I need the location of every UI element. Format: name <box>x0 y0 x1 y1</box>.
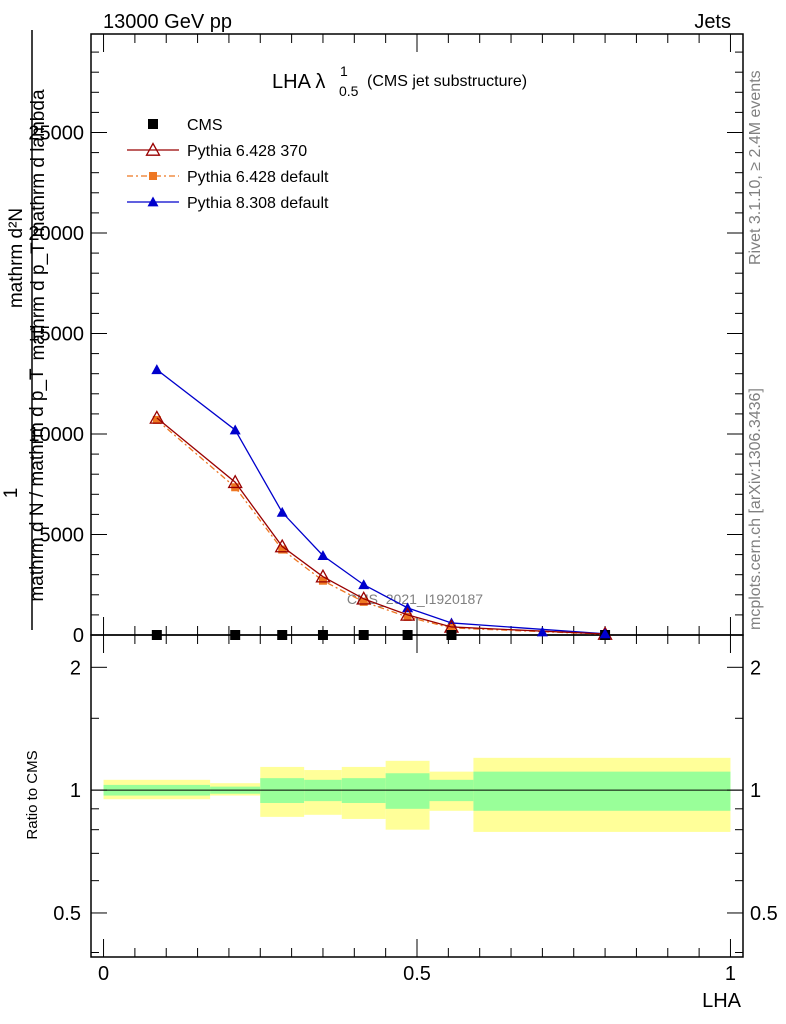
py8-default-point <box>536 626 548 637</box>
py6-370-point <box>399 607 416 621</box>
cms-data-point <box>148 119 158 129</box>
plot-title: LHA λ 1 0.5 (CMS jet substructure) <box>272 63 527 99</box>
series-line-pythia-6-428-default <box>156 419 606 635</box>
ratio-tick-label-right: 1 <box>750 780 761 802</box>
py6-default-point <box>447 623 456 632</box>
py6-370-point <box>315 568 331 583</box>
y-tick-label: 15000 <box>28 323 84 345</box>
py6-370-point <box>149 410 165 424</box>
x-axis-label: LHA <box>702 990 742 1012</box>
series-line-pythia-8-308-default <box>156 369 606 635</box>
ratio-tick-label-right: 2 <box>750 657 761 679</box>
legend-label: Pythia 8.308 default <box>187 195 329 212</box>
energy-label: 13000 GeV pp <box>103 11 232 33</box>
py6-default-point <box>318 576 327 585</box>
plot-title-suffix: (CMS jet substructure) <box>367 73 527 90</box>
py6-default-point <box>149 172 157 180</box>
py8-default-point <box>317 550 329 561</box>
py8-default-point <box>147 196 159 207</box>
ratio-axis-ticks: 0.5 0.5 1 1 2 2 <box>53 657 778 954</box>
ratio-bands <box>103 757 731 832</box>
x-tick-label: 0 <box>98 963 109 985</box>
ratio-tick-label: 0.5 <box>53 903 81 925</box>
cms-data-point <box>151 630 162 640</box>
py6-default-point <box>278 545 287 554</box>
ratio-tick-label: 2 <box>70 657 81 679</box>
watermark: CMS_2021_I1920187 <box>347 591 483 607</box>
py6-370-point <box>145 142 161 156</box>
plot-title-superscript: 1 <box>340 63 348 79</box>
series-layer <box>149 364 613 640</box>
ratio-band-inner <box>385 773 430 809</box>
y-tick-label: 5000 <box>40 524 85 546</box>
x-tick-label: 0.5 <box>403 963 431 985</box>
y-label-numerator-sub: mathrm d p_T mathrm d lambda <box>28 89 49 360</box>
cms-data-point <box>230 630 241 640</box>
legend-label: CMS <box>187 117 223 134</box>
py6-default-point <box>403 612 412 621</box>
py8-default-point <box>229 424 241 435</box>
py8-default-point <box>151 364 163 375</box>
series-line-pythia-6-428-370 <box>156 417 606 635</box>
y-axis-label-main: mathrm d²N mathrm d p_T mathrm d lambda … <box>1 30 49 630</box>
cms-data-point <box>402 630 413 640</box>
x-tick-label: 1 <box>725 963 736 985</box>
x-axis-ticks: 0 0.5 1 <box>98 34 736 985</box>
legend-label: Pythia 6.428 default <box>187 169 329 186</box>
y-label-numerator: mathrm d²N <box>6 208 27 308</box>
ratio-tick-label: 1 <box>70 780 81 802</box>
rivet-label: Rivet 3.1.10, ≥ 2.4M events <box>747 70 764 265</box>
cms-data-point <box>277 630 288 640</box>
legend: CMS Pythia 6.428 370 Pythia 6.428 default P… <box>127 117 329 212</box>
py6-370-point <box>356 590 372 605</box>
ratio-tick-label-right: 0.5 <box>750 903 778 925</box>
main-axis-ticks: 0 5000 10000 15000 20000 25000 <box>28 51 743 647</box>
y-label-denominator: mathrm d N / mathrm d p_T <box>27 368 48 602</box>
py6-370-point <box>274 538 290 553</box>
plot-title-main: LHA λ <box>272 71 325 93</box>
py8-default-point <box>358 579 370 590</box>
py6-default-point <box>152 415 161 424</box>
cms-data-point <box>317 630 328 640</box>
cms-data-point <box>358 630 369 640</box>
y-label-one: 1 <box>1 488 22 499</box>
py6-370-point <box>227 474 243 489</box>
legend-label: Pythia 6.428 370 <box>187 143 307 160</box>
y-tick-label: 10000 <box>28 424 84 446</box>
y-axis-label-ratio: Ratio to CMS <box>24 750 41 839</box>
cms-data-point <box>446 630 457 640</box>
process-label: Jets <box>694 11 731 33</box>
plot-title-subscript: 0.5 <box>339 83 359 99</box>
py8-default-point <box>599 628 611 639</box>
y-tick-label: 20000 <box>28 223 84 245</box>
py6-default-point <box>359 597 368 606</box>
py8-default-point <box>276 506 288 517</box>
ratio-band-inner <box>473 771 731 811</box>
mcplots-label: mcplots.cern.ch [arXiv:1306.3436] <box>747 388 764 630</box>
y-tick-label: 25000 <box>28 122 84 144</box>
y-tick-label: 0 <box>73 625 84 647</box>
